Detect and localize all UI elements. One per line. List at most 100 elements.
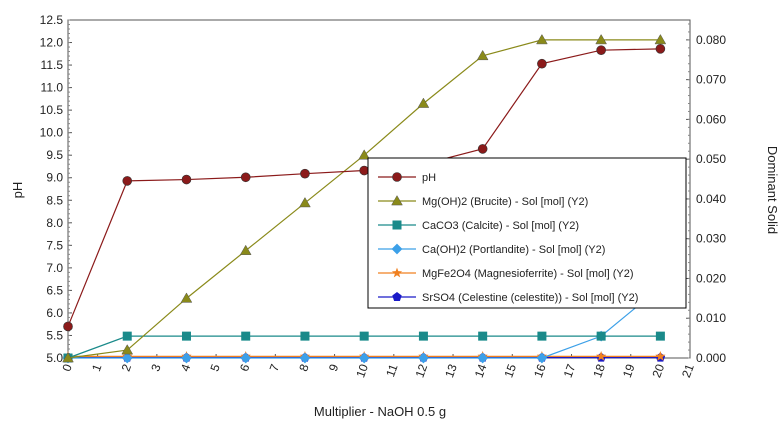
x-tick-label: 11 <box>383 362 401 379</box>
y-tick-label: 8.5 <box>46 193 63 207</box>
data-point <box>655 44 666 54</box>
data-point <box>476 49 489 61</box>
data-point <box>180 292 193 303</box>
data-point <box>595 33 607 45</box>
data-point <box>240 352 252 364</box>
y-tick-label: 8.0 <box>46 216 63 230</box>
x-tick-label: 13 <box>442 362 460 380</box>
y-tick-label: 7.5 <box>46 238 63 252</box>
series-1 <box>62 33 667 363</box>
y2-tick-label: 0.080 <box>696 33 726 47</box>
y2-tick-label: 0.010 <box>696 311 726 325</box>
data-point <box>299 197 311 208</box>
y-tick-label: 10.5 <box>40 103 64 117</box>
y-tick-label: 10.0 <box>40 126 64 140</box>
data-point <box>121 344 134 355</box>
data-point <box>596 351 607 361</box>
data-point <box>181 174 192 185</box>
x-tick-label: 18 <box>590 362 608 380</box>
data-point <box>537 331 547 341</box>
y2-tick-label: 0.060 <box>696 112 726 126</box>
legend-label: pH <box>422 172 436 184</box>
axes: 5.05.56.06.57.07.58.08.59.09.510.010.511… <box>40 13 727 380</box>
data-point <box>62 352 74 363</box>
series-0 <box>63 44 666 332</box>
data-point <box>536 352 548 364</box>
x-tick-label: 2 <box>119 362 135 373</box>
legend-box <box>367 157 687 309</box>
y-tick-label: 11.5 <box>41 58 64 72</box>
y-tick-label: 12.5 <box>40 13 64 27</box>
legend-marker <box>391 195 403 206</box>
y2-tick-label: 0.020 <box>696 271 726 285</box>
x-tick-label: 4 <box>178 362 194 373</box>
legend-marker <box>391 267 403 278</box>
data-point <box>121 352 133 364</box>
y2-axis-label: Dominant Solid <box>765 146 780 234</box>
y2-tick-label: 0.040 <box>696 192 726 206</box>
data-point <box>63 321 73 332</box>
data-point <box>536 33 548 45</box>
data-point <box>181 331 191 341</box>
x-tick-label: 16 <box>531 362 549 380</box>
y-tick-label: 5.0 <box>46 351 63 365</box>
data-point <box>596 45 606 55</box>
y2-tick-label: 0.030 <box>696 232 726 246</box>
y-axis-label: pH <box>10 182 25 199</box>
y-tick-label: 9.0 <box>46 171 63 185</box>
data-point <box>241 331 251 341</box>
legend-label: SrSO4 (Celestine (celestite)) - Sol [mol… <box>422 292 638 304</box>
y-tick-label: 6.5 <box>46 283 63 297</box>
legend-marker <box>392 220 402 230</box>
x-tick-label: 21 <box>679 362 697 380</box>
data-point <box>299 352 311 364</box>
data-point <box>122 331 132 341</box>
legend-marker <box>392 172 402 182</box>
data-point <box>418 331 428 341</box>
y2-tick-label: 0.000 <box>696 351 726 365</box>
x-tick-label: 15 <box>501 362 519 380</box>
legend-item: Ca(OH)2 (Portlandite) - Sol [mol] (Y2) <box>378 243 605 256</box>
data-point <box>300 168 310 179</box>
legend-item: CaCO3 (Calcite) - Sol [mol] (Y2) <box>378 220 579 232</box>
x-tick-label: 9 <box>326 362 342 373</box>
legend-item: Mg(OH)2 (Brucite) - Sol [mol] (Y2) <box>378 195 588 208</box>
data-point <box>359 165 369 176</box>
x-tick-label: 12 <box>413 362 431 380</box>
x-tick-label: 5 <box>207 362 223 373</box>
x-axis-label: Multiplier - NaOH 0.5 g <box>314 404 446 419</box>
data-point <box>655 331 665 341</box>
legend-label: Mg(OH)2 (Brucite) - Sol [mol] (Y2) <box>422 196 588 208</box>
data-point <box>359 331 369 341</box>
y-tick-label: 11.0 <box>41 81 64 95</box>
legend-item: SrSO4 (Celestine (celestite)) - Sol [mol… <box>378 292 638 304</box>
y2-tick-label: 0.050 <box>696 152 726 166</box>
data-point <box>537 58 547 69</box>
legend-marker <box>391 243 403 255</box>
y-tick-label: 5.5 <box>46 328 63 342</box>
x-tick-label: 20 <box>649 362 667 380</box>
legend-item: MgFe2O4 (Magnesioferrite) - Sol [mol] (Y… <box>378 267 634 280</box>
y-tick-label: 6.0 <box>46 306 63 320</box>
legend-label: MgFe2O4 (Magnesioferrite) - Sol [mol] (Y… <box>422 268 634 280</box>
data-point <box>417 97 430 108</box>
data-point <box>240 172 251 183</box>
x-tick-label: 14 <box>472 362 490 380</box>
data-point <box>477 352 489 364</box>
data-point <box>596 331 606 341</box>
data-point <box>358 352 370 364</box>
x-tick-label: 7 <box>267 362 283 373</box>
y-tick-label: 9.5 <box>46 148 63 162</box>
x-tick-label: 0 <box>59 362 75 373</box>
data-point <box>239 244 252 255</box>
x-tick-label: 17 <box>561 362 579 380</box>
data-point <box>418 352 429 364</box>
legend-marker <box>392 292 402 301</box>
x-tick-label: 19 <box>620 362 638 380</box>
data-point <box>181 352 192 364</box>
data-point <box>654 33 667 45</box>
legend-item: pH <box>378 172 436 184</box>
data-point <box>300 331 310 341</box>
x-tick-label: 6 <box>237 362 253 373</box>
